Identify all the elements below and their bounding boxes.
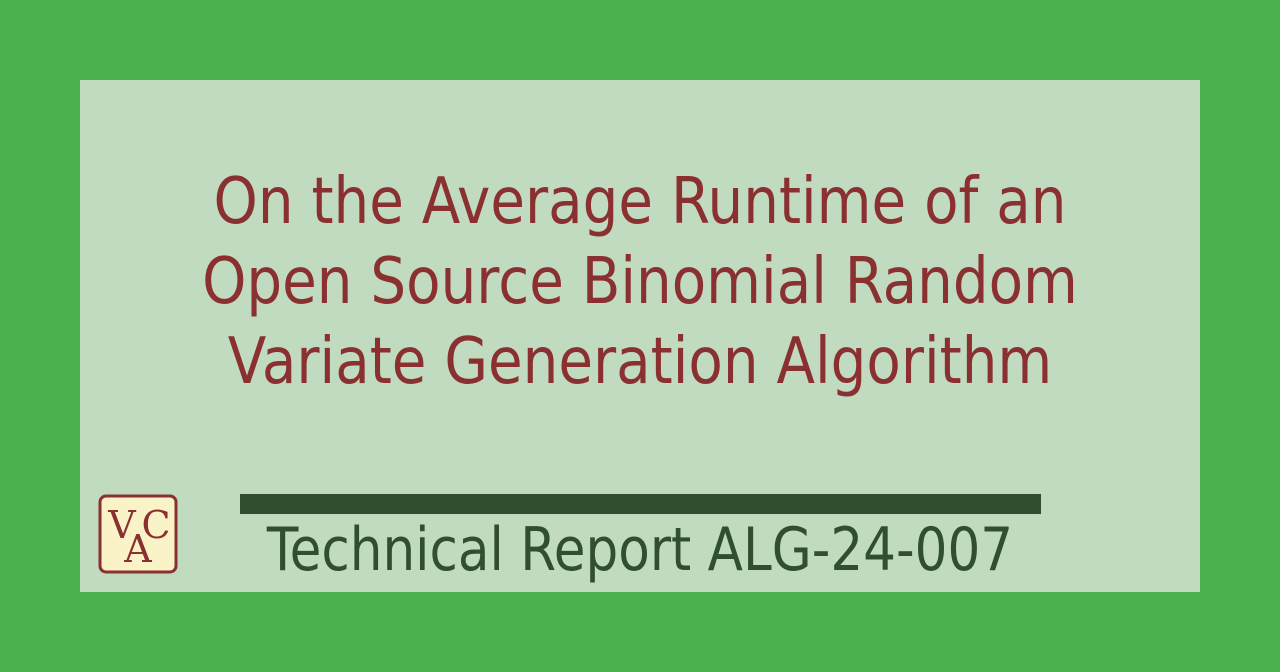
report-number: Technical Report ALG-24-007	[266, 515, 1014, 585]
title-line-1: On the Average Runtime of an	[213, 165, 1067, 239]
document-title: On the Average Runtime of an Open Source…	[77, 162, 1203, 402]
logo-letter-c: C	[141, 503, 170, 547]
vac-logo-icon: V A C	[98, 494, 178, 574]
logo-letter-a: A	[123, 527, 152, 571]
divider-bar	[240, 494, 1041, 514]
logo-letter-v: V	[107, 503, 136, 547]
title-line-3: Variate Generation Algorithm	[227, 325, 1053, 399]
title-line-2: Open Source Binomial Random	[202, 245, 1078, 319]
